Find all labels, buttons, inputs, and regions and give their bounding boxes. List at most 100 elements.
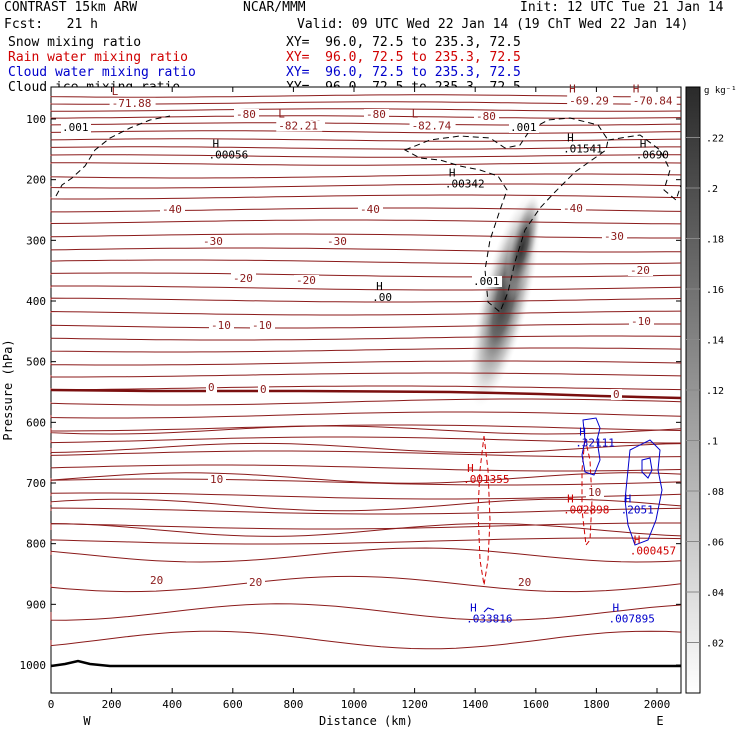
field-labels: -80-80-80-80-40-40-40-30-30-30-20-20-20-…: [61, 82, 677, 626]
y-tick-label: 700: [26, 477, 46, 490]
temperature-label: 0: [260, 383, 267, 396]
temperature-contour: [50, 233, 681, 239]
temperature-contour: [50, 436, 681, 444]
temperature-contours: [50, 94, 682, 668]
colorbar-tick-label: .06: [706, 538, 724, 549]
temperature-contour: [50, 630, 682, 650]
x-tick-label: 0: [48, 698, 55, 711]
y-tick-label: 300: [26, 234, 46, 247]
temperature-label: 10: [588, 486, 601, 499]
y-tick-label: 200: [26, 174, 46, 187]
temperature-contour: [50, 464, 682, 472]
temperature-contour: [50, 247, 682, 253]
rain-water-contours: [477, 435, 593, 586]
x-tick-label: 1600: [523, 698, 550, 711]
cloud-water-max-value: .32111: [575, 437, 615, 450]
colorbar: .02 .04 .06 .08 .1 .12 .14 .16 .18 .2 .22 g kg⁻¹: [685, 86, 737, 694]
temperature-contour: [50, 108, 682, 112]
temperature-contour: [50, 154, 681, 158]
temperature-contour: [50, 575, 682, 593]
y-tick-label: 1000: [20, 659, 47, 672]
temperature-extremum-value: -71.88: [112, 97, 152, 110]
cloud-ice-contour: [607, 134, 682, 201]
temperature-label: -40: [162, 203, 182, 216]
cloud-ice-contour-label: .001: [473, 275, 500, 288]
x-tick-label: 200: [102, 698, 122, 711]
cloud-water-max-value: .2051: [621, 503, 654, 516]
rain-water-contour: [477, 435, 491, 586]
temperature-contour: [50, 115, 682, 119]
temperature-contour: [50, 335, 682, 341]
temperature-contour: [50, 425, 682, 435]
y-axis-label: Pressure (hPa): [1, 339, 15, 440]
temperature-contour: [50, 146, 681, 150]
cloud-water-max-marker: H: [613, 602, 620, 615]
temperature-label: -10: [631, 315, 651, 328]
colorbar-tick-label: .02: [706, 639, 724, 650]
cloud-ice-max-value: .00: [372, 291, 392, 304]
temperature-contour: [50, 507, 682, 515]
cloud-water-contour: [483, 607, 495, 613]
temperature-contour: [50, 173, 682, 179]
temperature-contour: [50, 523, 682, 537]
temperature-contour: [50, 398, 682, 406]
temperature-label: -80: [236, 108, 256, 121]
temperature-label: 0: [208, 381, 215, 394]
rain-water-contour: [581, 437, 593, 547]
rain-water-max-marker: H: [567, 492, 574, 505]
field-label-cloud-water: Cloud water mixing ratio: [8, 65, 196, 80]
temperature-label: 20: [249, 576, 262, 589]
y-tick-label: 500: [26, 356, 46, 369]
temperature-label: -20: [630, 264, 650, 277]
temperature-label: -80: [476, 110, 496, 123]
x-tick-label: 800: [283, 698, 303, 711]
temperature-label: -20: [233, 272, 253, 285]
colorbar-tick-label: .04: [706, 588, 724, 599]
temperature-label: -40: [563, 202, 583, 215]
temperature-label: -10: [252, 319, 272, 332]
temperature-contour: [50, 272, 682, 278]
cloud-ice-max-value: .00342: [445, 178, 485, 191]
colorbar-tick-label: .1: [706, 437, 718, 448]
rain-water-max-marker: H: [467, 462, 474, 475]
temperature-contour: [50, 522, 681, 530]
cloud-ice-max-value: .00056: [209, 148, 249, 161]
temperature-contour: [50, 130, 682, 134]
colorbar-tick-label: .22: [706, 134, 724, 145]
temperature-label: -40: [360, 203, 380, 216]
colorbar-tick-label: .18: [706, 235, 724, 246]
temperature-label: 0: [613, 388, 620, 401]
temperature-contour: [50, 385, 682, 391]
forecast-hour: Fcst: 21 h: [4, 17, 98, 32]
temperature-contour: [50, 138, 682, 142]
x-tick-label: 1800: [583, 698, 610, 711]
temperature-contour: [50, 498, 682, 512]
temperature-contour: [50, 183, 682, 189]
temperature-label: -80: [366, 108, 386, 121]
temperature-label: -20: [296, 274, 316, 287]
temperature-label: -30: [203, 235, 223, 248]
x-tick-label: 400: [162, 698, 182, 711]
y-tick-label: 100: [26, 113, 46, 126]
init-time: Init: 12 UTC Tue 21 Jan 14: [520, 0, 724, 15]
cloud-water-max-marker: H: [470, 602, 477, 615]
y-tick-label: 400: [26, 295, 46, 308]
cloud-ice-max-marker: H: [640, 137, 647, 150]
x-end-label-west: W: [83, 714, 91, 728]
colorbar-tick-label: .2: [706, 184, 718, 195]
field-label-rain: Rain water mixing ratio: [8, 50, 189, 65]
temperature-extremum-kind: L: [278, 107, 285, 120]
temperature-extremum-kind: L: [412, 107, 419, 120]
y-tick-label: 800: [26, 538, 46, 551]
x-axis-label: Distance (km): [319, 714, 413, 728]
cloud-ice-max-marker: H: [449, 167, 456, 180]
colorbar-tick-label: .08: [706, 487, 724, 498]
temperature-contour: [50, 411, 682, 419]
temperature-contour: [50, 603, 682, 621]
temperature-contour: [50, 442, 682, 454]
temperature-contour: [50, 347, 682, 353]
field-xy-snow: XY= 96.0, 72.5 to 235.3, 72.5: [286, 35, 521, 50]
x-tick-label: 1000: [341, 698, 368, 711]
y-tick-label: 900: [26, 598, 46, 611]
